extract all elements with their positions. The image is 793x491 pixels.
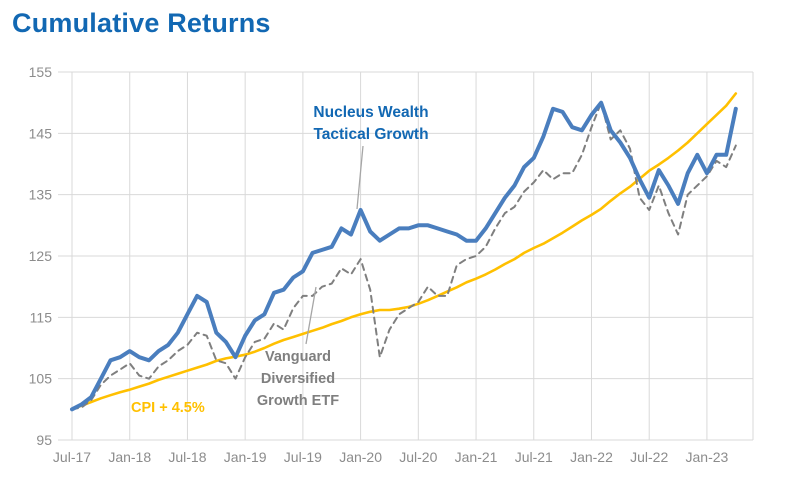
x-tick-label: Jul-20 [399,449,437,465]
x-tick-label: Jan-19 [224,449,267,465]
x-tick-label: Jul-21 [515,449,553,465]
x-tick-label: Jan-22 [570,449,613,465]
vanguard-label: Diversified [261,371,335,387]
chart-title: Cumulative Returns [12,8,271,38]
y-tick-label: 105 [29,371,53,387]
cpi-label: CPI + 4.5% [131,400,205,416]
y-tick-label: 135 [29,187,53,203]
y-tick-label: 155 [29,64,53,80]
nucleus-wealth-label-leader-line [356,145,364,210]
series-line-cpi-4-5- [70,92,738,411]
vanguard-label: Vanguard [265,349,331,365]
x-tick-label: Jan-20 [339,449,382,465]
nucleus-wealth-label: Nucleus Wealth [313,104,428,121]
x-tick-label: Jul-22 [630,449,668,465]
x-tick-label: Jul-19 [284,449,322,465]
y-tick-label: 145 [29,125,53,141]
vanguard-label: Growth ETF [257,393,339,409]
series-line-nucleus-wealth-tactical-growth [70,100,738,412]
x-tick-label: Jan-21 [455,449,498,465]
x-tick-label: Jan-23 [686,449,729,465]
nucleus-wealth-label: Tactical Growth [313,126,428,143]
series-line-vanguard-diversified-growth-etf [71,101,737,411]
x-tick-label: Jul-17 [53,449,91,465]
vanguard-label-leader-line [305,286,317,345]
y-tick-label: 125 [29,248,53,264]
x-tick-label: Jul-18 [168,449,206,465]
x-tick-label: Jan-18 [108,449,151,465]
y-tick-label: 95 [36,432,52,448]
y-tick-label: 115 [30,309,53,325]
